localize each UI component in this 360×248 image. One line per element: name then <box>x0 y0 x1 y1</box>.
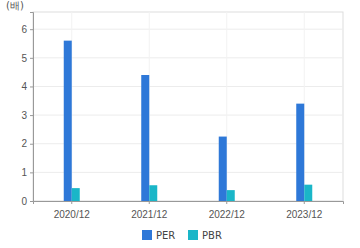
bar <box>227 190 235 201</box>
x-tick-label: 2022/12 <box>209 209 246 220</box>
x-tick: 2020/12 <box>54 201 91 220</box>
y-tick-label: 4 <box>21 81 27 92</box>
plot-frame <box>33 12 343 201</box>
legend-swatch <box>142 230 152 240</box>
legend-label: PBR <box>202 230 222 241</box>
y-axis: 0 1 2 3 4 5 6 <box>21 13 33 207</box>
y-tick-label: 2 <box>21 138 27 149</box>
x-axis-line <box>34 202 344 205</box>
y-tick-mark <box>30 115 33 116</box>
bar <box>296 104 304 201</box>
x-tick-mark <box>226 201 227 204</box>
grid-line <box>33 57 343 58</box>
y-tick-mark <box>30 201 33 202</box>
bar <box>72 188 80 201</box>
chart: 0 1 2 3 4 5 6 2020/12 2021/12 2022/12 2023/12 (배) PE… <box>0 0 360 248</box>
bar <box>141 75 149 201</box>
grid <box>33 12 343 201</box>
x-tick: 2021/12 <box>131 201 168 220</box>
bar <box>219 137 227 201</box>
y-tick-mark <box>30 58 33 59</box>
x-tick: 2023/12 <box>286 201 323 220</box>
y-tick-label: 0 <box>21 196 27 207</box>
legend: PER PBR <box>142 230 222 241</box>
x-tick-label: 2020/12 <box>54 209 91 220</box>
x-axis: 2020/12 2021/12 2022/12 2023/12 <box>34 201 344 220</box>
y-tick: 4 <box>21 81 33 92</box>
y-tick-mark <box>30 86 33 87</box>
legend-label: PER <box>156 230 175 241</box>
y-tick-label: 3 <box>21 110 27 121</box>
x-tick-label: 2021/12 <box>131 209 168 220</box>
y-axis-title: (배) <box>6 0 24 11</box>
y-tick-mark <box>30 144 33 145</box>
y-tick-mark <box>30 29 33 30</box>
y-tick-label: 6 <box>21 24 27 35</box>
x-tick: 2022/12 <box>209 201 246 220</box>
bars <box>64 41 313 201</box>
y-tick-label: 1 <box>21 167 27 178</box>
bar <box>304 185 312 201</box>
y-tick-label: 5 <box>21 53 27 64</box>
y-tick: 3 <box>21 110 33 121</box>
y-tick: 1 <box>21 167 33 178</box>
bar <box>149 185 157 201</box>
grid-line <box>33 86 343 87</box>
x-tick-mark <box>71 201 72 204</box>
x-tick-mark <box>149 201 150 204</box>
legend-swatch <box>188 230 198 240</box>
y-tick: 6 <box>21 24 33 35</box>
y-tick-mark <box>30 172 33 173</box>
bar <box>64 41 72 201</box>
y-tick: 2 <box>21 138 33 149</box>
x-tick-label: 2023/12 <box>286 209 323 220</box>
y-tick: 5 <box>21 53 33 64</box>
y-axis-line <box>30 13 34 202</box>
y-tick: 0 <box>21 196 33 207</box>
plot: 0 1 2 3 4 5 6 2020/12 2021/12 2022/12 2023/12 <box>21 12 343 220</box>
grid-line <box>33 29 343 30</box>
x-tick-mark <box>304 201 305 204</box>
